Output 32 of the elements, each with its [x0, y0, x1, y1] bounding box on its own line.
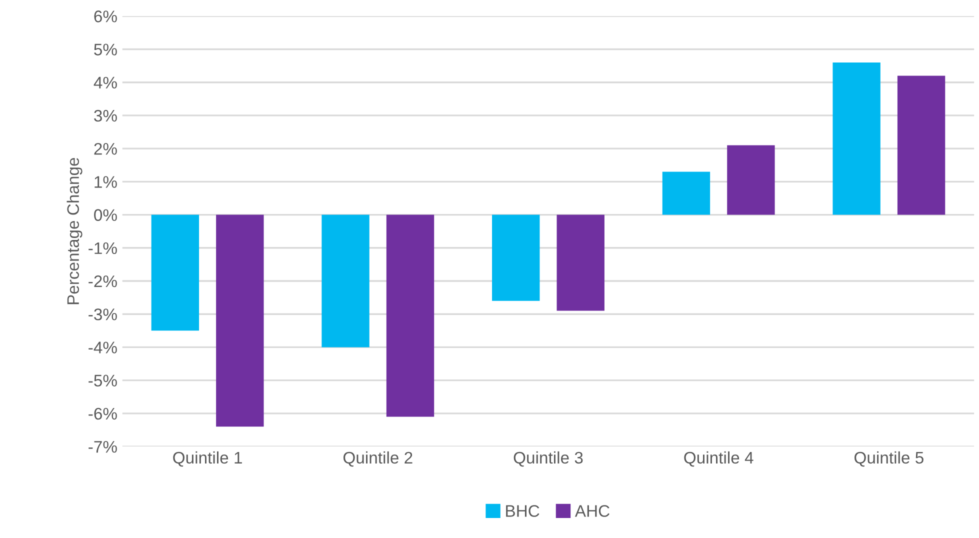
- bar: [897, 76, 946, 215]
- bar: [492, 214, 540, 301]
- bar: [556, 214, 604, 311]
- bar: [662, 172, 710, 215]
- y-tick-label: 3%: [94, 110, 117, 122]
- bar: [727, 145, 775, 215]
- legend-label: BHC: [506, 505, 540, 517]
- y-tick-label: -1%: [88, 242, 117, 254]
- legend-label: AHC: [574, 505, 610, 517]
- y-tick-label: 5%: [94, 44, 117, 56]
- y-tick-label: -2%: [88, 275, 117, 288]
- bar: [216, 214, 264, 427]
- y-tick-label: -3%: [88, 308, 117, 320]
- x-tick-label: Quintile 5: [854, 451, 924, 467]
- x-tick-label: Quintile 2: [343, 451, 412, 467]
- y-tick-label: 1%: [94, 176, 117, 188]
- y-tick-label: 0%: [94, 209, 117, 221]
- bar: [386, 214, 434, 417]
- y-tick-label: -5%: [88, 374, 117, 387]
- y-tick-label: -6%: [88, 408, 117, 420]
- bar: [151, 214, 200, 331]
- y-tick-label: 4%: [94, 76, 117, 88]
- x-tick-label: Quintile 3: [514, 451, 583, 467]
- bar: [832, 62, 880, 215]
- bar: [322, 214, 370, 348]
- y-tick-label: -7%: [88, 441, 117, 453]
- x-tick-label: Quintile 4: [684, 451, 754, 467]
- x-tick-label: Quintile 1: [173, 451, 242, 467]
- y-tick-label: -4%: [88, 342, 117, 354]
- y-axis-title: Percentage Change: [66, 158, 82, 304]
- y-tick-label: 6%: [94, 10, 117, 22]
- y-tick-label: 2%: [94, 142, 117, 155]
